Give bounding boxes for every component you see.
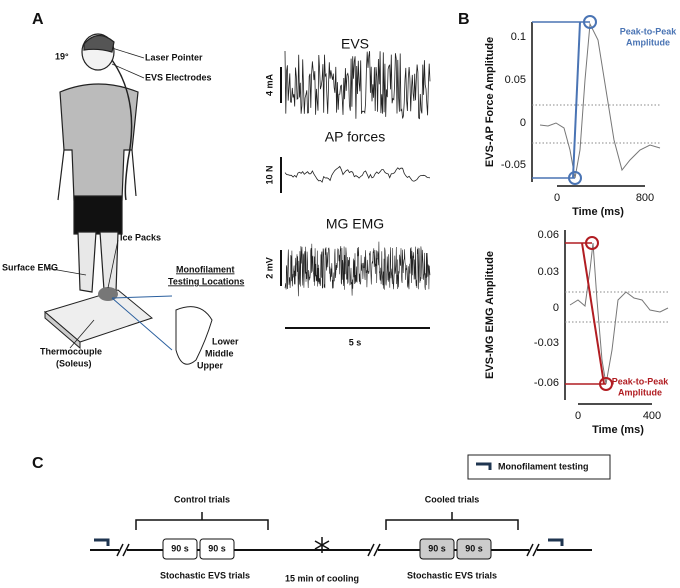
y-tick-label: 0.06 bbox=[538, 229, 559, 241]
x-tick-label: 0 bbox=[554, 192, 560, 204]
x-axis-label: Time (ms) bbox=[572, 206, 624, 218]
y-tick-label: -0.03 bbox=[534, 337, 559, 349]
scale-label: 2 mV bbox=[264, 257, 274, 279]
x-tick-label: 400 bbox=[643, 410, 661, 422]
trace-title: EVS bbox=[341, 36, 369, 52]
y-axis-label: EVS-MG EMG Amplitude bbox=[484, 251, 496, 379]
annotation: Lower bbox=[212, 336, 239, 346]
timeline-label: 15 min of cooling bbox=[285, 573, 359, 583]
trace-title: AP forces bbox=[325, 129, 385, 145]
annotation: Laser Pointer bbox=[145, 52, 203, 62]
block-label: 90 s bbox=[428, 543, 446, 553]
annotation: (Soleus) bbox=[56, 358, 92, 368]
timeline-label: Stochastic EVS trials bbox=[160, 570, 250, 580]
panel-label: A bbox=[32, 11, 44, 28]
brace bbox=[135, 512, 269, 530]
legend-box bbox=[467, 454, 611, 480]
cable bbox=[111, 59, 133, 201]
y-tick-label: 0.03 bbox=[538, 266, 559, 278]
annotation: Peak-to-Peak bbox=[620, 26, 678, 36]
trough-marker bbox=[599, 377, 613, 391]
x-axis-label: Time (ms) bbox=[592, 424, 644, 436]
annotation: Upper bbox=[197, 360, 224, 370]
annotation: Amplitude bbox=[626, 37, 670, 47]
person bbox=[57, 33, 139, 293]
x-tick-label: 0 bbox=[575, 410, 581, 422]
platform-edge bbox=[44, 310, 81, 350]
annotation: EVS Electrodes bbox=[145, 72, 212, 82]
y-tick-label: 0 bbox=[553, 302, 559, 314]
monofilament-icon bbox=[94, 538, 110, 546]
annotation: Middle bbox=[205, 348, 234, 358]
trough-marker bbox=[568, 171, 582, 185]
amplitude-line bbox=[581, 242, 605, 385]
trace bbox=[284, 165, 431, 183]
annotation: Thermocouple bbox=[40, 346, 102, 356]
panel-label: C bbox=[32, 455, 44, 472]
time-scale-label: 5 s bbox=[349, 337, 362, 347]
trial-block bbox=[456, 538, 492, 560]
trial-block bbox=[199, 538, 235, 560]
y-tick-label: 0 bbox=[520, 117, 526, 129]
group-label: Cooled trials bbox=[425, 494, 480, 504]
legend-label: Monofilament testing bbox=[498, 461, 589, 471]
amplitude-line bbox=[572, 21, 581, 179]
block-label: 90 s bbox=[208, 543, 226, 553]
timeline-breaks bbox=[116, 543, 540, 557]
annotation: Amplitude bbox=[618, 387, 662, 397]
trace-title: MG EMG bbox=[326, 216, 384, 232]
panel-label: B bbox=[458, 11, 470, 28]
legend-icon bbox=[476, 462, 492, 470]
trial-block bbox=[419, 538, 455, 560]
foot bbox=[175, 306, 213, 365]
trace bbox=[284, 241, 431, 297]
trace bbox=[284, 50, 431, 120]
block-label: 90 s bbox=[465, 543, 483, 553]
callout-lines bbox=[111, 295, 173, 351]
annotation: Peak-to-Peak bbox=[612, 376, 670, 386]
plots: 0.1 0.05 0 -0.05 0 800 Time (ms) EVS-AP Force A… bbox=[484, 15, 678, 436]
scale-label: 4 mA bbox=[264, 73, 274, 96]
scale-label: 10 N bbox=[264, 165, 274, 184]
peak-marker bbox=[583, 15, 597, 29]
y-tick-label: -0.05 bbox=[501, 159, 526, 171]
snowflake bbox=[314, 537, 330, 553]
platform bbox=[43, 289, 154, 343]
y-tick-label: 0.05 bbox=[505, 74, 526, 86]
y-tick-label: -0.06 bbox=[534, 377, 559, 389]
trial-block bbox=[162, 538, 198, 560]
annotation: Ice Packs bbox=[120, 232, 161, 242]
leader-lines bbox=[45, 47, 145, 349]
annotation: Monofilament bbox=[176, 264, 235, 274]
annotation: Testing Locations bbox=[168, 276, 244, 286]
timeline-label: Stochastic EVS trials bbox=[407, 570, 497, 580]
brace bbox=[385, 512, 519, 530]
traces: EVS 4 mA AP forces 10 N MG EMG 2 mV bbox=[264, 36, 431, 297]
annotation: 19° bbox=[55, 51, 69, 61]
response-curve bbox=[569, 242, 669, 385]
monofilament-icon bbox=[548, 538, 564, 546]
annotation: Surface EMG bbox=[2, 262, 58, 272]
ice-pack bbox=[98, 287, 118, 301]
y-tick-label: 0.1 bbox=[511, 31, 526, 43]
group-label: Control trials bbox=[174, 494, 230, 504]
peak-marker bbox=[585, 236, 599, 250]
block-label: 90 s bbox=[171, 543, 189, 553]
y-axis-label: EVS-AP Force Amplitude bbox=[484, 37, 496, 167]
x-tick-label: 800 bbox=[636, 192, 654, 204]
response-curve bbox=[539, 22, 661, 179]
